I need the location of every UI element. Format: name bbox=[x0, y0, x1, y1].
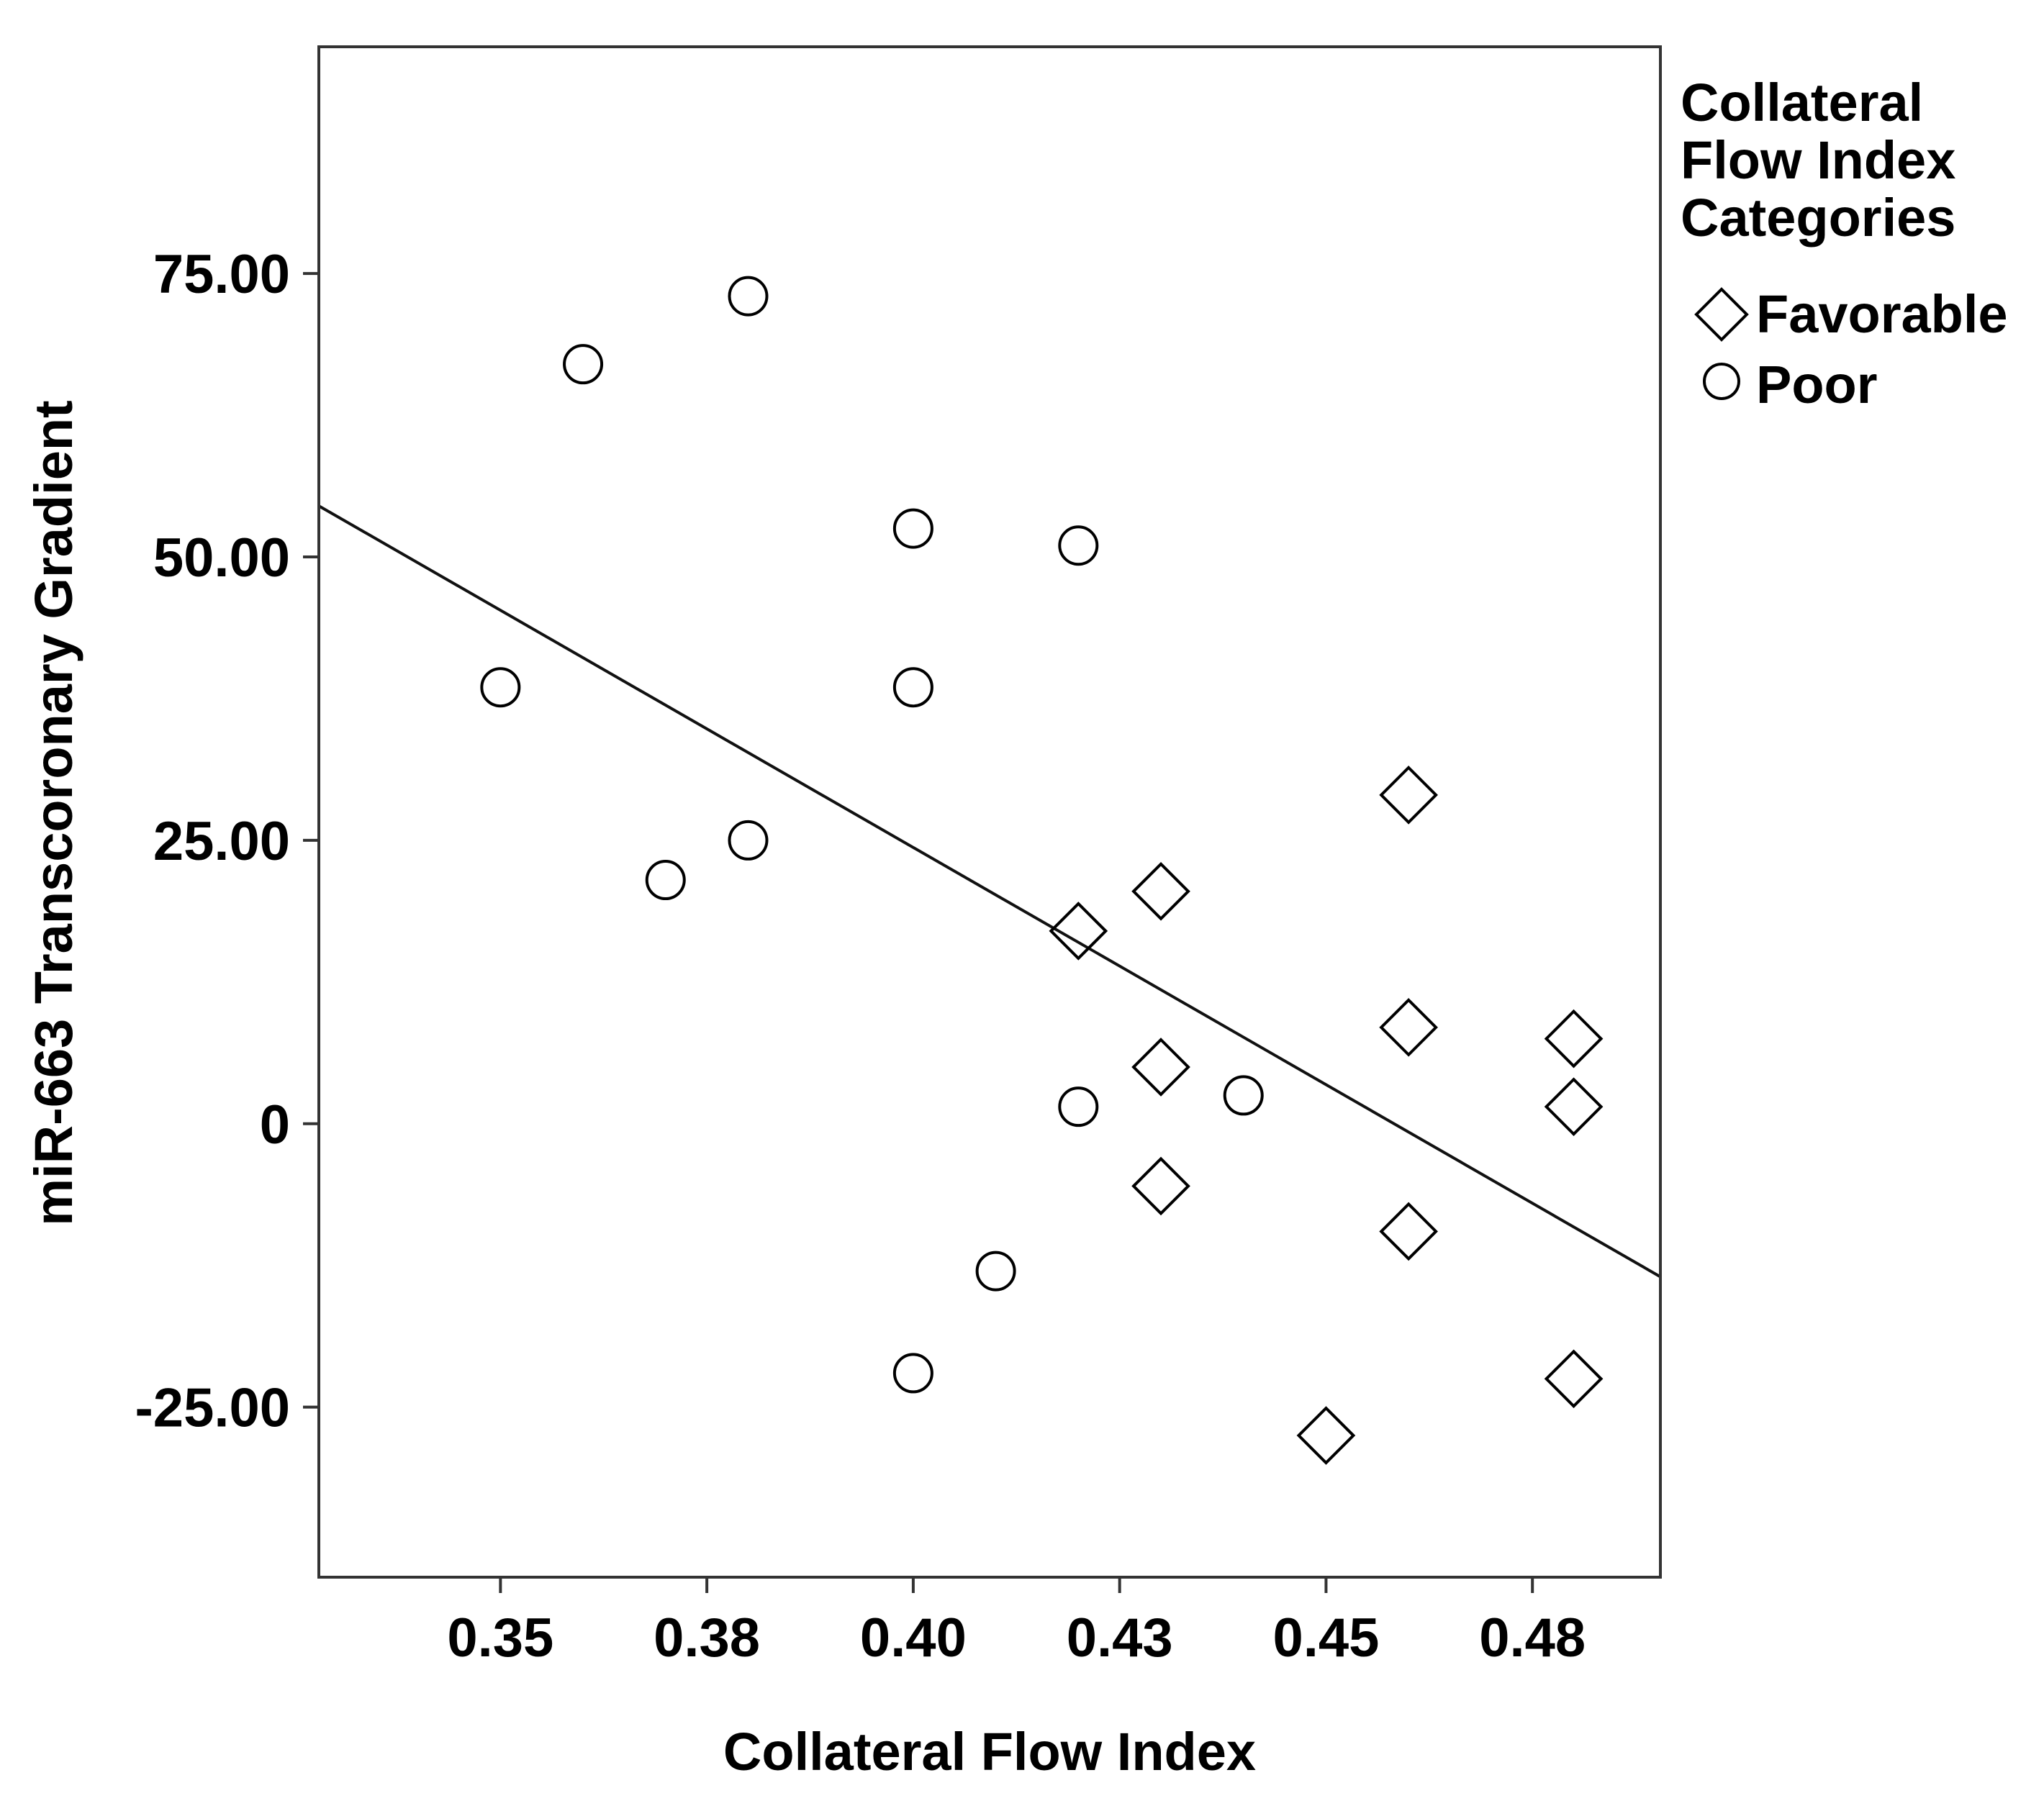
favorable-point bbox=[1296, 1406, 1356, 1465]
x-tick-label: 0.48 bbox=[1479, 1607, 1586, 1669]
favorable-point bbox=[1379, 1202, 1438, 1261]
poor-point bbox=[563, 344, 604, 385]
poor-point bbox=[645, 860, 686, 901]
poor-point bbox=[892, 1353, 933, 1394]
poor-point bbox=[975, 1251, 1016, 1292]
poor-point bbox=[1058, 525, 1099, 566]
regression-line bbox=[318, 504, 1661, 1279]
poor-point bbox=[480, 667, 521, 708]
favorable-point bbox=[1049, 902, 1108, 961]
x-axis-title: Collateral Flow Index bbox=[723, 1722, 1256, 1782]
favorable-point bbox=[1131, 1156, 1190, 1216]
y-axis-title: miR-663 Transcoronary Gradient bbox=[24, 400, 83, 1225]
plot-marks bbox=[318, 276, 1661, 1465]
favorable-point bbox=[1544, 1349, 1604, 1409]
x-tick-label: 0.38 bbox=[654, 1607, 760, 1669]
poor-point bbox=[728, 276, 769, 317]
favorable-point bbox=[1131, 1038, 1190, 1097]
legend-label-poor: Poor bbox=[1756, 355, 1878, 414]
legend-diamond-icon bbox=[1694, 287, 1749, 342]
favorable-point bbox=[1131, 861, 1190, 921]
y-tick-label: 25.00 bbox=[153, 811, 290, 872]
x-tick-label: 0.35 bbox=[447, 1607, 553, 1669]
favorable-point bbox=[1544, 1009, 1604, 1068]
x-tick-label: 0.40 bbox=[860, 1607, 967, 1669]
legend-circle-icon bbox=[1703, 363, 1740, 400]
y-tick-label: 75.00 bbox=[153, 244, 290, 305]
legend-label-favorable: Favorable bbox=[1756, 284, 2008, 344]
x-axis: 0.35 0.38 0.40 0.43 0.45 0.48 bbox=[447, 1577, 1586, 1669]
favorable-point bbox=[1379, 766, 1438, 825]
legend-title-line-1: Collateral bbox=[1681, 73, 1923, 132]
x-tick-label: 0.45 bbox=[1272, 1607, 1379, 1669]
poor-point bbox=[892, 508, 933, 549]
favorable-point bbox=[1544, 1077, 1604, 1136]
legend-title-line-3: Categories bbox=[1681, 188, 1955, 248]
favorable-point bbox=[1379, 998, 1438, 1057]
poor-point bbox=[892, 667, 933, 708]
y-tick-label: -25.00 bbox=[135, 1378, 291, 1439]
y-tick-label: 50.00 bbox=[153, 527, 290, 589]
poor-point bbox=[728, 820, 769, 861]
poor-point bbox=[1223, 1075, 1264, 1116]
legend: Collateral Flow Index Categories Favorab… bbox=[1681, 73, 2008, 414]
poor-point bbox=[1058, 1086, 1099, 1127]
x-tick-label: 0.43 bbox=[1067, 1607, 1173, 1669]
y-axis: -25.00 0 25.00 50.00 75.00 bbox=[135, 244, 319, 1439]
plot-area-frame bbox=[317, 45, 1662, 1579]
legend-title-line-2: Flow Index bbox=[1681, 130, 1955, 190]
y-tick-label: 0 bbox=[260, 1094, 290, 1156]
